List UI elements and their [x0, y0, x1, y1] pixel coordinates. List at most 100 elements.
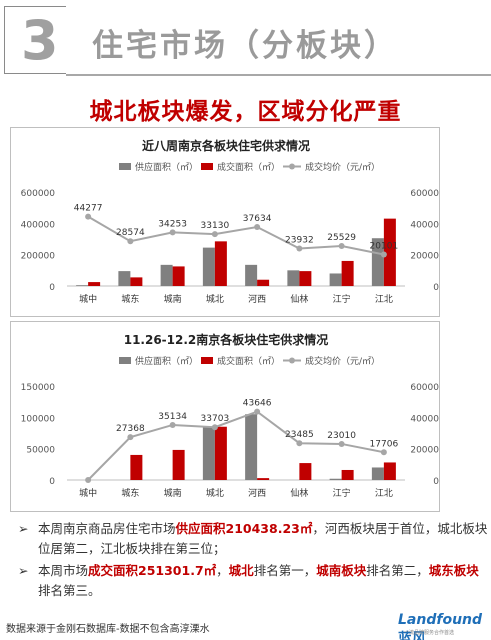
price-point	[338, 440, 345, 447]
chart-panel-week: 11.26-12.2南京各板块住宅供求情况 供应面积（㎡） 成交面积（㎡） 成交均价（…	[10, 321, 440, 512]
deal-bar	[172, 449, 185, 480]
price-point	[85, 213, 92, 220]
x-tick-label: 城南	[164, 293, 182, 305]
price-point	[85, 477, 92, 483]
section-header: 3 住宅市场（分板块）	[0, 0, 491, 78]
price-data-label: 44277	[74, 204, 103, 214]
x-tick-label: 仙林	[290, 487, 308, 499]
note-text: ，	[216, 563, 229, 578]
note-highlight: 城南板块	[316, 563, 367, 578]
legend-label: 成交均价（元/㎡）	[305, 355, 380, 367]
x-tick-label: 城中	[79, 293, 97, 305]
x-tick-label: 仙林	[290, 293, 308, 305]
price-data-label: 20101	[370, 242, 399, 252]
note-highlight: 城北	[228, 563, 254, 578]
legend-swatch	[201, 357, 213, 364]
x-tick-label: 江宁	[333, 487, 351, 499]
deal-bar	[341, 260, 354, 286]
price-point	[296, 245, 303, 252]
deal-bar	[130, 454, 143, 480]
y-left-tick-label: 0	[49, 477, 55, 487]
deal-bar	[88, 282, 101, 286]
x-tick-label: 城中	[79, 487, 97, 499]
legend-label: 成交均价（元/㎡）	[305, 161, 380, 173]
price-data-label: 35134	[158, 412, 187, 422]
y-right-tick-label: 60000	[410, 383, 439, 393]
y-left-tick-label: 400000	[21, 220, 56, 230]
price-data-label: 33130	[201, 221, 230, 231]
note-text: 排名第三。	[38, 583, 101, 598]
deal-bar	[341, 469, 354, 480]
deal-bar	[257, 279, 270, 286]
price-point	[127, 434, 134, 441]
data-source: 数据来源于金刚石数据库-数据不包含高淳溧水	[6, 624, 210, 635]
x-tick-label: 城北	[206, 294, 224, 305]
supply-bar	[371, 467, 384, 480]
x-tick-label: 河西	[248, 293, 266, 305]
note-supply: ➢ 本周南京商品房住宅市场供应面积210438.23㎡，河西板块居于首位，城北板…	[18, 519, 488, 559]
x-tick-label: 河西	[248, 487, 266, 499]
price-line	[87, 215, 385, 256]
price-data-label: 23485	[285, 430, 314, 440]
price-point	[296, 440, 303, 447]
chart-title: 11.26-12.2南京各板块住宅供求情况	[124, 332, 329, 347]
price-data-label: 28574	[116, 228, 145, 238]
x-tick-label: 城南	[164, 487, 182, 499]
price-point	[211, 424, 218, 431]
legend-label: 成交面积（㎡）	[217, 355, 280, 367]
price-point	[254, 224, 261, 231]
price-point	[127, 238, 134, 245]
supply-bar	[245, 264, 258, 286]
y-right-tick-label: 40000	[410, 220, 439, 230]
legend-label: 供应面积（㎡）	[135, 161, 198, 173]
legend-swatch	[201, 163, 213, 170]
section-number: 3	[21, 9, 59, 72]
logo-cn: 蓝风	[398, 631, 426, 640]
note-text: 本周南京商品房住宅市场	[38, 521, 176, 536]
section-title: 住宅市场（分板块）	[92, 28, 398, 64]
supply-bar	[202, 426, 215, 480]
y-right-tick-label: 0	[433, 283, 439, 293]
y-right-tick-label: 20000	[410, 446, 439, 456]
price-data-label: 25529	[327, 233, 356, 243]
deal-bar	[214, 241, 227, 286]
price-data-label: 23932	[285, 236, 314, 246]
supply-bar	[76, 285, 89, 286]
supply-bar	[160, 264, 173, 286]
note-text: 本周市场	[38, 563, 89, 578]
price-point	[380, 251, 387, 258]
y-left-tick-label: 200000	[21, 252, 56, 262]
y-right-tick-label: 0	[433, 477, 439, 487]
chart-title: 近八周南京各板块住宅供求情况	[142, 138, 310, 153]
legend-swatch	[119, 357, 131, 364]
header-divider	[66, 74, 491, 76]
legend-label: 成交面积（㎡）	[217, 161, 280, 173]
notes: ➢ 本周南京商品房住宅市场供应面积210438.23㎡，河西板块居于首位，城北板…	[18, 519, 488, 603]
price-data-label: 33703	[201, 414, 230, 424]
y-right-tick-label: 60000	[410, 189, 439, 199]
legend-swatch	[119, 163, 131, 170]
supply-bar	[245, 414, 258, 480]
deal-bar	[299, 271, 312, 286]
deal-bar	[299, 463, 312, 480]
section-number-box: 3	[4, 6, 66, 74]
page-headline: 城北板块爆发，区域分化严重	[89, 99, 402, 125]
price-data-label: 17706	[370, 439, 399, 449]
brand-logo: Landfound 蓝风	[398, 612, 491, 640]
note-text: 排名第一，	[253, 563, 317, 578]
x-tick-label: 江北	[375, 294, 393, 305]
price-point	[254, 408, 261, 415]
logo-latin: Landfound	[398, 612, 483, 628]
bullet-icon: ➢	[18, 521, 29, 536]
y-right-tick-label: 40000	[410, 414, 439, 424]
deal-bar	[130, 277, 143, 286]
note-highlight: 供应面积210438.23㎡	[175, 521, 313, 536]
deal-bar	[214, 426, 227, 480]
price-data-label: 27368	[116, 424, 145, 434]
logo-tagline: 一流品牌服务合作首选	[404, 630, 455, 636]
price-point	[338, 243, 345, 250]
price-data-label: 37634	[243, 214, 272, 224]
deal-bar	[383, 462, 396, 480]
supply-bar	[118, 271, 131, 286]
